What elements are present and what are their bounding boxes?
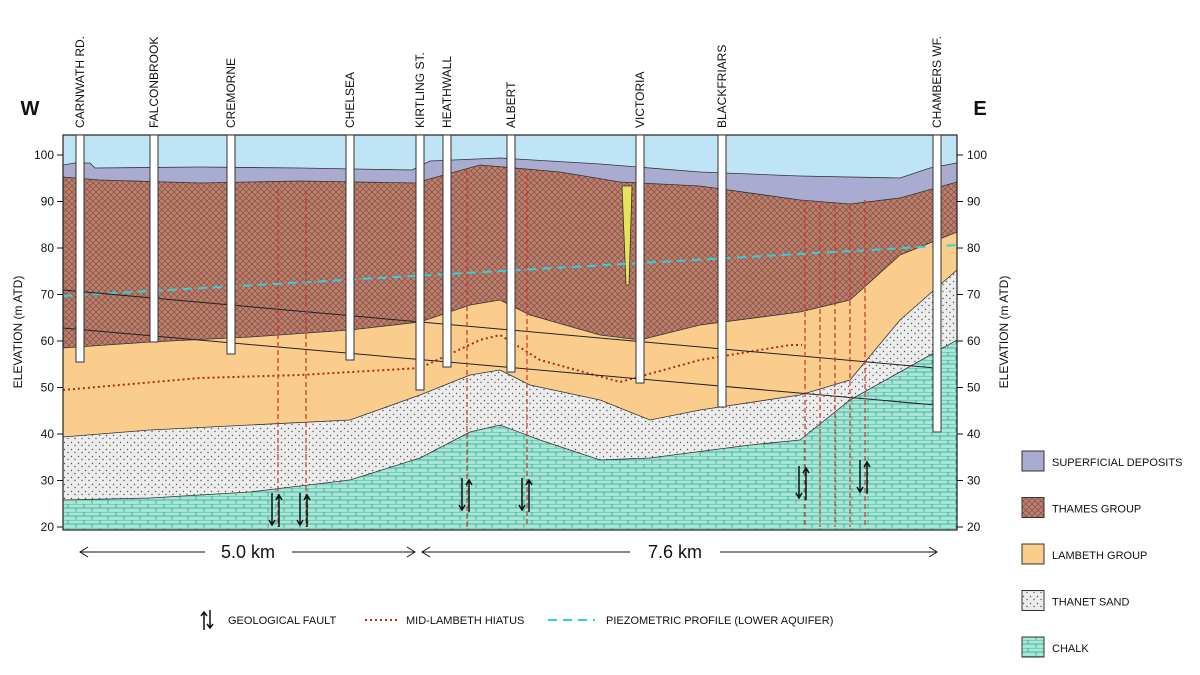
fault-symbol: [518, 478, 533, 512]
shaft-label: FALCONBROOK: [147, 37, 161, 128]
tick-label: 40: [41, 427, 55, 441]
axis-label: ELEVATION (m ATD): [997, 276, 1011, 389]
shaft: [635, 134, 645, 384]
shaft: [932, 134, 942, 433]
legend-swatch: [1021, 636, 1045, 658]
shaft-label: HEATHWALL: [440, 56, 454, 128]
shaft-label: CARNWATH RD.: [73, 36, 87, 128]
fault-symbol: [458, 478, 473, 512]
tick-label: 20: [967, 520, 981, 534]
tick-label: 30: [967, 474, 981, 488]
distance-label: 7.6 km: [648, 542, 702, 562]
channel-fill: [621, 185, 633, 286]
tunnel-line: [62, 327, 936, 406]
distance-label: 5.0 km: [221, 542, 275, 562]
shaft: [75, 134, 85, 363]
fault-symbol: [795, 466, 810, 500]
tick-label: 30: [41, 474, 55, 488]
west-label: W: [21, 98, 40, 120]
shaft-label: KIRTLING ST.: [413, 52, 427, 128]
tick-label: 100: [967, 148, 987, 162]
shaft: [415, 134, 425, 391]
fault-symbol: [856, 460, 871, 494]
distance: [79, 546, 938, 558]
tick-label: 50: [967, 381, 981, 395]
shaft: [149, 134, 159, 343]
tick-label: 100: [34, 148, 54, 162]
tick-label: 50: [41, 381, 55, 395]
fault-symbol: [296, 493, 311, 527]
shaft-label: ALBERT: [504, 81, 518, 128]
legend-swatch: [1021, 590, 1045, 611]
east-label: E: [973, 98, 986, 120]
shaft-label: BLACKFRIARS: [715, 45, 729, 128]
shaft-label: CREMORNE: [224, 58, 238, 128]
tick-label: 70: [41, 288, 55, 302]
shafts: CARNWATH RD. FALCONBROOK CREMORNE CHELSEA KI…: [73, 36, 944, 433]
legend-swatch: [1021, 497, 1045, 518]
tunnel-line: [62, 289, 936, 369]
legend: SUPERFICIAL DEPOSITS THAMES GROUP LAMBETH …: [1021, 450, 1182, 658]
shaft-label: CHAMBERS WF.: [930, 36, 944, 128]
shaft: [226, 134, 236, 355]
fault-symbol: [268, 493, 283, 527]
legend-label: THANET SAND: [1052, 597, 1129, 609]
legend-label: LAMBETH GROUP: [1052, 550, 1147, 562]
shaft: [442, 134, 452, 368]
tick-label: 60: [41, 334, 55, 348]
legend-label: SUPERFICIAL DEPOSITS: [1052, 457, 1182, 469]
tick-label: 60: [967, 334, 981, 348]
fault-symbols: [268, 460, 871, 527]
legend-swatch: [1021, 450, 1045, 472]
tick-label: 70: [967, 288, 981, 302]
tick-label: 90: [967, 195, 981, 209]
key-label: PIEZOMETRIC PROFILE (LOWER AQUIFER): [606, 615, 833, 627]
faults: [277, 170, 866, 527]
tick-label: 20: [41, 520, 55, 534]
axis-label: ELEVATION (m ATD): [11, 276, 25, 389]
key: GEOLOGICAL FAULT MID-LAMBETH HIATUS PIEZ…: [200, 610, 833, 630]
key-label: MID-LAMBETH HIATUS: [406, 615, 524, 627]
tick-label: 80: [967, 241, 981, 255]
shaft-label: CHELSEA: [343, 72, 357, 128]
shaft: [345, 134, 355, 361]
tick-label: 40: [967, 427, 981, 441]
tick-label: 90: [41, 195, 55, 209]
tick-label: 80: [41, 241, 55, 255]
legend-swatch: [1021, 543, 1045, 565]
shaft: [506, 134, 516, 373]
key-label: GEOLOGICAL FAULT: [228, 615, 336, 627]
shaft-label: VICTORIA: [633, 72, 647, 128]
shaft: [717, 134, 727, 408]
legend-label: CHALK: [1052, 643, 1089, 655]
legend-label: THAMES GROUP: [1052, 504, 1141, 516]
